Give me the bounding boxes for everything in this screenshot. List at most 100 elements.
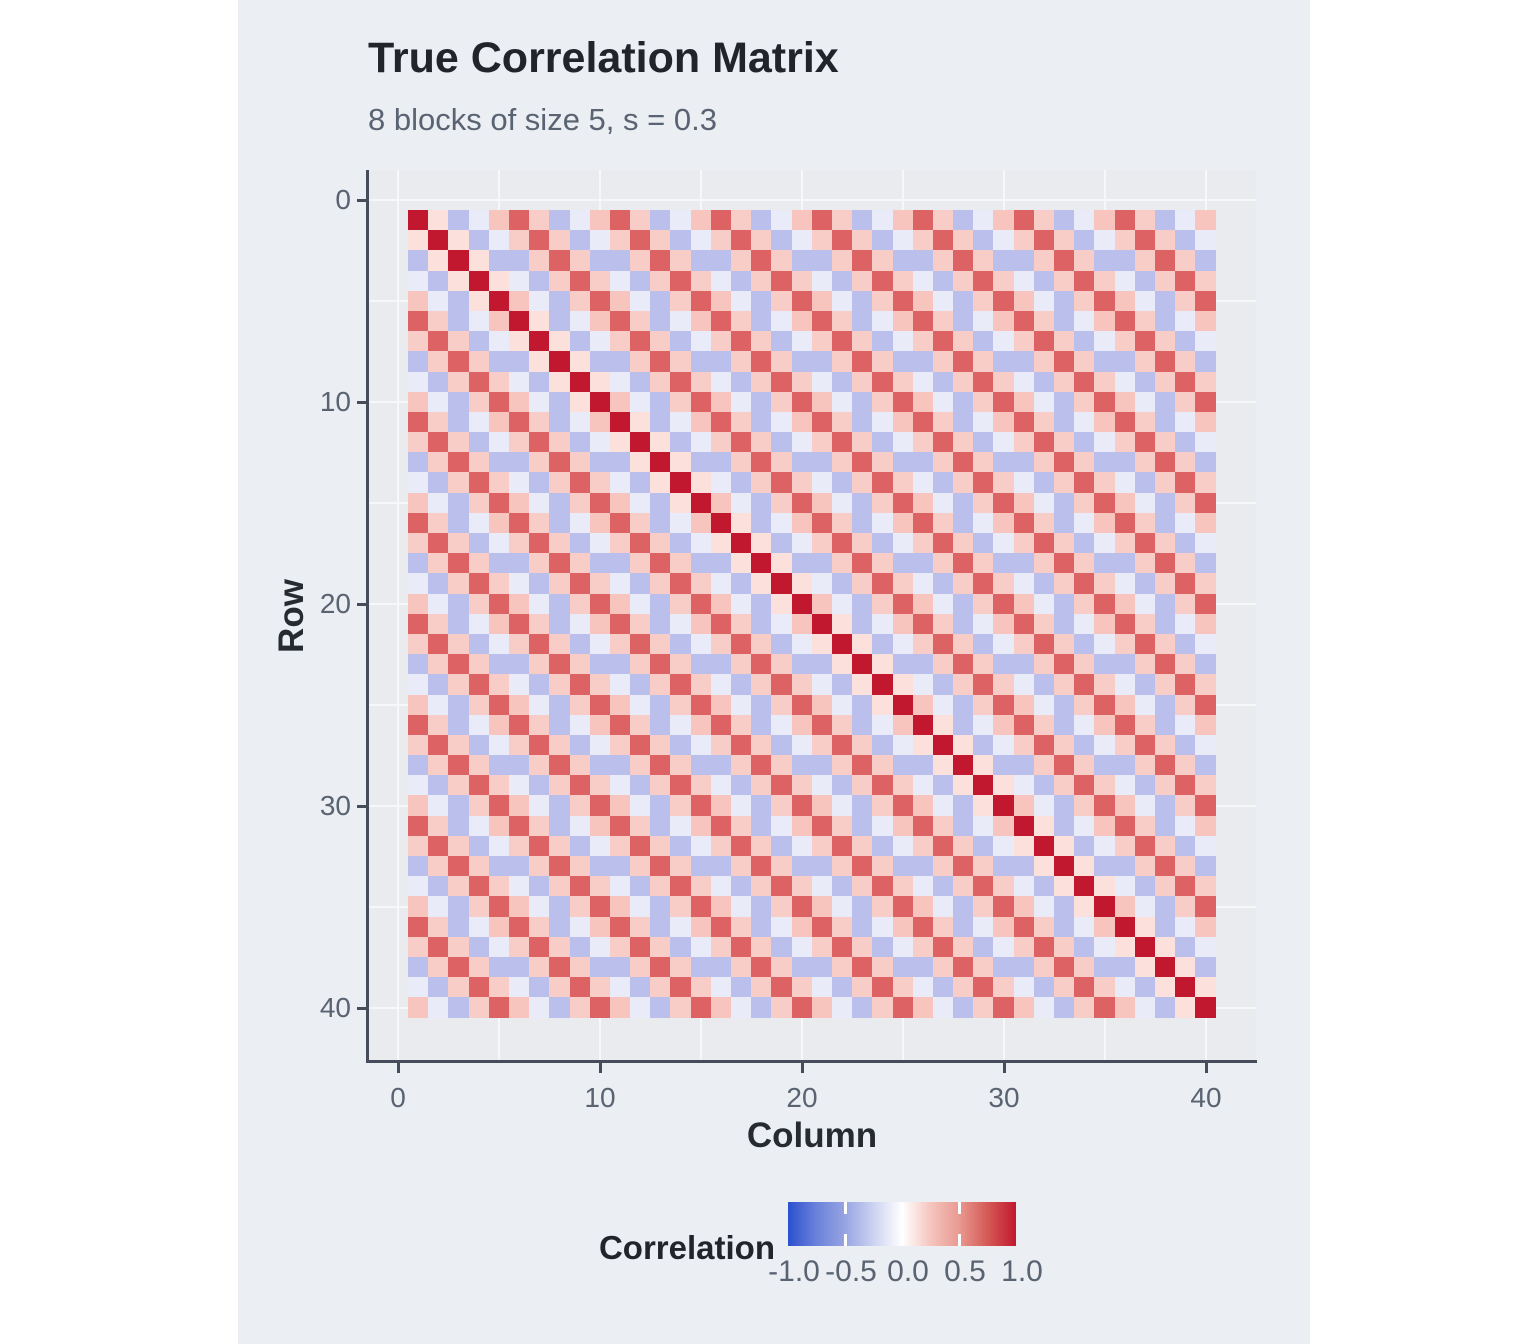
matrix-cell <box>549 734 570 756</box>
matrix-cell <box>1114 977 1135 998</box>
matrix-cell <box>710 492 731 513</box>
matrix-cell <box>569 573 590 594</box>
matrix-cell <box>1154 492 1176 513</box>
matrix-cell <box>428 775 449 796</box>
matrix-cell <box>549 411 570 433</box>
matrix-cell <box>993 775 1014 796</box>
matrix-cell <box>508 452 530 473</box>
matrix-cell <box>751 310 772 332</box>
matrix-cell <box>1054 815 1075 836</box>
matrix-cell <box>1074 492 1095 513</box>
matrix-cell <box>670 553 691 574</box>
matrix-cell <box>529 835 550 856</box>
matrix-cell <box>488 916 509 937</box>
matrix-cell <box>1154 331 1176 352</box>
matrix-cell <box>1013 997 1034 1018</box>
matrix-cell <box>892 270 913 291</box>
matrix-cell <box>791 331 812 352</box>
matrix-cell <box>1154 573 1176 594</box>
matrix-cell <box>508 371 530 392</box>
matrix-cell <box>1074 230 1095 251</box>
matrix-cell <box>751 936 772 957</box>
matrix-cell <box>791 977 812 998</box>
matrix-cell <box>791 512 812 533</box>
matrix-cell <box>771 472 792 493</box>
matrix-cell <box>529 533 550 554</box>
matrix-cell <box>1094 553 1115 574</box>
matrix-cell <box>670 815 691 836</box>
matrix-cell <box>488 674 509 695</box>
matrix-cell <box>448 876 469 897</box>
matrix-cell <box>549 997 570 1018</box>
matrix-cell <box>468 593 489 614</box>
matrix-cell <box>569 553 590 574</box>
matrix-cell <box>973 290 994 311</box>
matrix-cell <box>710 432 731 453</box>
matrix-cell <box>791 573 812 594</box>
colorbar-notch <box>900 1234 904 1246</box>
matrix-cell <box>1054 411 1075 433</box>
matrix-cell <box>650 270 671 291</box>
matrix-cell <box>468 633 489 655</box>
matrix-cell <box>892 351 913 372</box>
matrix-cell <box>609 573 631 594</box>
matrix-cell <box>609 432 631 453</box>
matrix-cell <box>731 512 752 533</box>
matrix-cell <box>508 411 530 433</box>
matrix-cell <box>589 714 610 735</box>
matrix-cell <box>1033 553 1054 574</box>
matrix-cell <box>791 492 812 513</box>
matrix-cell <box>690 714 711 735</box>
matrix-cell <box>912 775 933 796</box>
matrix-cell <box>650 593 671 614</box>
matrix-cell <box>690 977 711 998</box>
matrix-cell <box>973 795 994 816</box>
matrix-cell <box>670 977 691 998</box>
matrix-cell <box>1074 755 1095 776</box>
matrix-cell <box>932 795 954 816</box>
matrix-cell <box>448 250 469 271</box>
matrix-cell <box>751 755 772 776</box>
matrix-cell <box>973 654 994 675</box>
matrix-cell <box>771 432 792 453</box>
matrix-cell <box>892 331 913 352</box>
matrix-cell <box>771 633 792 655</box>
matrix-cell <box>508 856 530 877</box>
matrix-cell <box>468 310 489 332</box>
matrix-cell <box>731 310 752 332</box>
matrix-cell <box>710 633 731 655</box>
matrix-cell <box>872 835 893 856</box>
matrix-cell <box>791 714 812 735</box>
matrix-cell <box>448 654 469 675</box>
matrix-cell <box>1154 310 1176 332</box>
matrix-cell <box>892 977 913 998</box>
matrix-cell <box>589 432 610 453</box>
matrix-cell <box>650 472 671 493</box>
matrix-cell <box>791 613 812 634</box>
matrix-cell <box>690 654 711 675</box>
matrix-cell <box>428 533 449 554</box>
matrix-cell <box>831 270 853 291</box>
matrix-cell <box>508 230 530 251</box>
matrix-cell <box>1195 593 1216 614</box>
matrix-cell <box>690 411 711 433</box>
matrix-cell <box>953 290 974 311</box>
matrix-cell <box>912 856 933 877</box>
matrix-cell <box>1074 472 1095 493</box>
chart-title: True Correlation Matrix <box>368 34 839 82</box>
matrix-cell <box>771 250 792 271</box>
matrix-cell <box>569 916 590 937</box>
matrix-cell <box>589 613 610 634</box>
matrix-cell <box>589 896 610 917</box>
matrix-cell <box>872 997 893 1018</box>
matrix-cell <box>670 674 691 695</box>
matrix-cell <box>751 876 772 897</box>
matrix-cell <box>912 512 933 533</box>
matrix-cell <box>609 956 631 978</box>
matrix-cell <box>912 210 933 231</box>
matrix-cell <box>650 512 671 533</box>
matrix-cell <box>650 210 671 231</box>
matrix-cell <box>912 956 933 978</box>
matrix-cell <box>831 492 853 513</box>
matrix-cell <box>953 230 974 251</box>
